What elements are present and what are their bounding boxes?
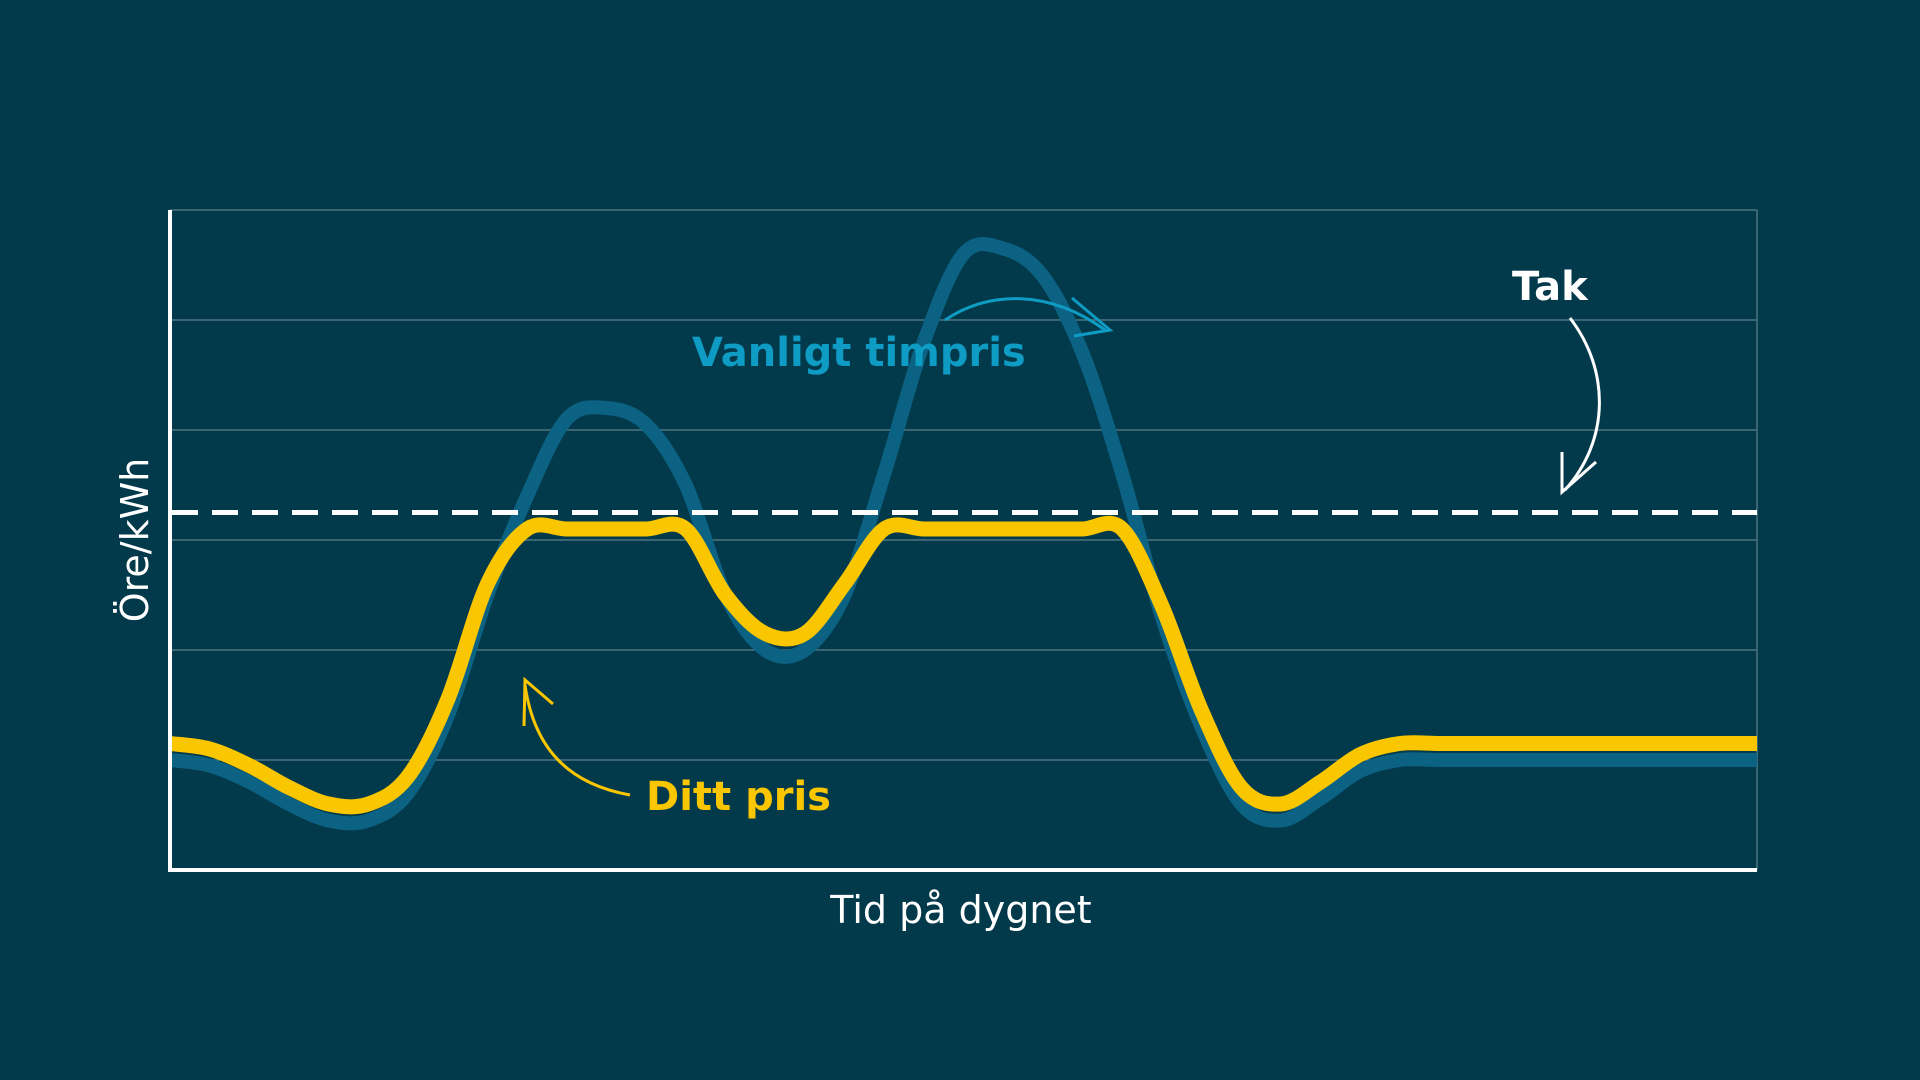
ditt-arrow-head-icon [522, 676, 554, 727]
tak-arrow-icon [1563, 317, 1601, 492]
series-layer [168, 237, 1757, 831]
tak-arrow-head-icon [1560, 452, 1597, 496]
axes [168, 210, 1757, 872]
annotation-tak: Tak [1512, 264, 1589, 310]
annotation-ditt-pris: Ditt pris [646, 774, 831, 820]
annotation-vanligt-timpris: Vanligt timpris [692, 330, 1026, 376]
x-axis-label: Tid på dygnet [829, 888, 1091, 932]
vanligt-arrow-icon [944, 297, 1106, 332]
vanligt-arrow-head-icon [1071, 296, 1114, 338]
series-line-ditt-pris [168, 515, 1757, 815]
y-axis-label: Öre/kWh [113, 458, 157, 623]
ditt-arrow-icon [523, 684, 631, 797]
axis-lines [168, 210, 1757, 872]
